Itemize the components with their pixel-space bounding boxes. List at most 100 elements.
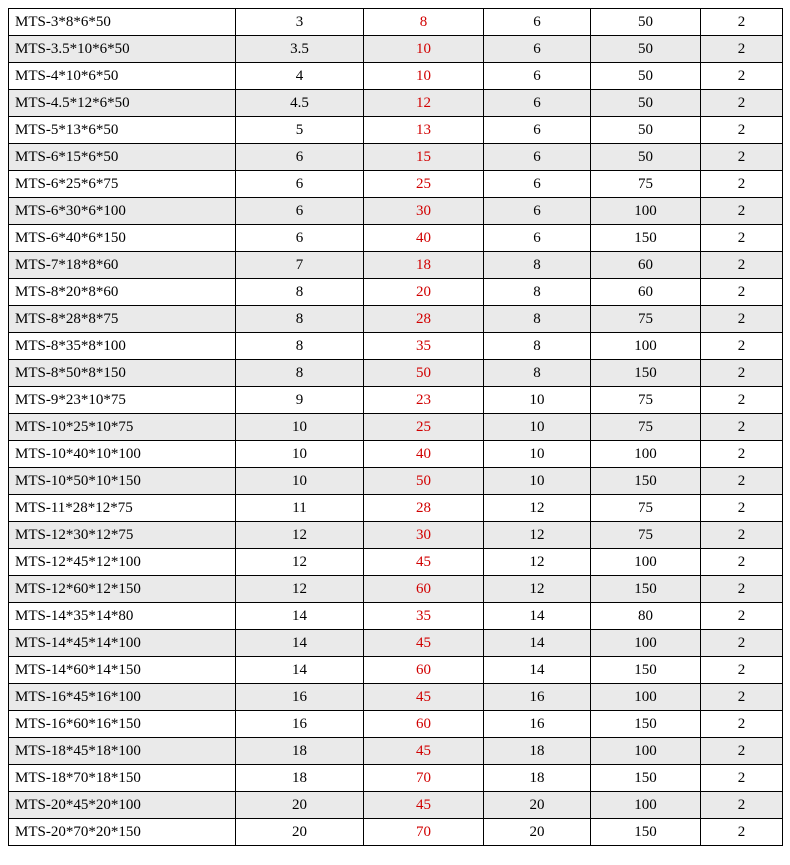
cell-c2: 50 xyxy=(364,468,484,495)
cell-c3: 14 xyxy=(484,657,591,684)
cell-c2: 60 xyxy=(364,711,484,738)
cell-c1: 16 xyxy=(236,684,364,711)
cell-c2: 30 xyxy=(364,198,484,225)
cell-c3: 14 xyxy=(484,603,591,630)
table-row: MTS-6*25*6*756256752 xyxy=(9,171,783,198)
cell-c3: 12 xyxy=(484,495,591,522)
table-row: MTS-14*45*14*1001445141002 xyxy=(9,630,783,657)
cell-model: MTS-10*25*10*75 xyxy=(9,414,236,441)
cell-model: MTS-14*60*14*150 xyxy=(9,657,236,684)
table-row: MTS-3.5*10*6*503.5106502 xyxy=(9,36,783,63)
cell-c1: 11 xyxy=(236,495,364,522)
cell-c2: 50 xyxy=(364,360,484,387)
cell-model: MTS-18*45*18*100 xyxy=(9,738,236,765)
cell-c2: 70 xyxy=(364,819,484,846)
cell-c4: 150 xyxy=(591,468,701,495)
cell-model: MTS-12*30*12*75 xyxy=(9,522,236,549)
cell-model: MTS-14*35*14*80 xyxy=(9,603,236,630)
cell-c1: 8 xyxy=(236,333,364,360)
cell-c4: 100 xyxy=(591,684,701,711)
cell-c4: 75 xyxy=(591,522,701,549)
cell-c3: 10 xyxy=(484,468,591,495)
table-row: MTS-3*8*6*50386502 xyxy=(9,9,783,36)
cell-c1: 10 xyxy=(236,441,364,468)
cell-model: MTS-12*45*12*100 xyxy=(9,549,236,576)
cell-c4: 100 xyxy=(591,738,701,765)
cell-c5: 2 xyxy=(701,36,783,63)
table-row: MTS-14*35*14*80143514802 xyxy=(9,603,783,630)
cell-c5: 2 xyxy=(701,657,783,684)
cell-c3: 6 xyxy=(484,117,591,144)
cell-c2: 35 xyxy=(364,333,484,360)
table-row: MTS-8*28*8*758288752 xyxy=(9,306,783,333)
cell-c5: 2 xyxy=(701,819,783,846)
cell-c2: 45 xyxy=(364,738,484,765)
cell-c3: 6 xyxy=(484,171,591,198)
cell-c4: 75 xyxy=(591,306,701,333)
table-row: MTS-4.5*12*6*504.5126502 xyxy=(9,90,783,117)
cell-c5: 2 xyxy=(701,117,783,144)
table-row: MTS-6*30*6*10063061002 xyxy=(9,198,783,225)
cell-c5: 2 xyxy=(701,171,783,198)
cell-model: MTS-3*8*6*50 xyxy=(9,9,236,36)
table-row: MTS-12*60*12*1501260121502 xyxy=(9,576,783,603)
cell-model: MTS-8*35*8*100 xyxy=(9,333,236,360)
cell-c4: 75 xyxy=(591,414,701,441)
cell-c1: 18 xyxy=(236,765,364,792)
cell-model: MTS-7*18*8*60 xyxy=(9,252,236,279)
cell-c2: 28 xyxy=(364,306,484,333)
cell-c4: 100 xyxy=(591,198,701,225)
table-row: MTS-12*45*12*1001245121002 xyxy=(9,549,783,576)
cell-c5: 2 xyxy=(701,630,783,657)
table-row: MTS-4*10*6*504106502 xyxy=(9,63,783,90)
cell-c1: 5 xyxy=(236,117,364,144)
cell-model: MTS-14*45*14*100 xyxy=(9,630,236,657)
cell-c4: 75 xyxy=(591,495,701,522)
cell-c4: 100 xyxy=(591,333,701,360)
cell-c3: 10 xyxy=(484,414,591,441)
cell-c1: 3 xyxy=(236,9,364,36)
cell-c4: 100 xyxy=(591,792,701,819)
table-row: MTS-18*70*18*1501870181502 xyxy=(9,765,783,792)
cell-c4: 50 xyxy=(591,36,701,63)
cell-c4: 100 xyxy=(591,549,701,576)
cell-c3: 6 xyxy=(484,9,591,36)
cell-c5: 2 xyxy=(701,495,783,522)
table-row: MTS-7*18*8*607188602 xyxy=(9,252,783,279)
cell-c3: 8 xyxy=(484,360,591,387)
cell-c2: 12 xyxy=(364,90,484,117)
cell-c4: 50 xyxy=(591,63,701,90)
table-row: MTS-6*15*6*506156502 xyxy=(9,144,783,171)
cell-c2: 45 xyxy=(364,549,484,576)
cell-c5: 2 xyxy=(701,252,783,279)
table-row: MTS-8*35*8*10083581002 xyxy=(9,333,783,360)
cell-c1: 3.5 xyxy=(236,36,364,63)
cell-model: MTS-10*50*10*150 xyxy=(9,468,236,495)
cell-c1: 12 xyxy=(236,576,364,603)
cell-c2: 23 xyxy=(364,387,484,414)
cell-c3: 6 xyxy=(484,90,591,117)
cell-model: MTS-12*60*12*150 xyxy=(9,576,236,603)
cell-c2: 10 xyxy=(364,63,484,90)
cell-c5: 2 xyxy=(701,738,783,765)
cell-c5: 2 xyxy=(701,603,783,630)
cell-c2: 20 xyxy=(364,279,484,306)
cell-c4: 100 xyxy=(591,630,701,657)
cell-c1: 10 xyxy=(236,468,364,495)
cell-model: MTS-6*25*6*75 xyxy=(9,171,236,198)
cell-c3: 6 xyxy=(484,198,591,225)
cell-c3: 18 xyxy=(484,765,591,792)
cell-c5: 2 xyxy=(701,765,783,792)
cell-c3: 6 xyxy=(484,144,591,171)
cell-c4: 150 xyxy=(591,657,701,684)
cell-c5: 2 xyxy=(701,549,783,576)
cell-c3: 12 xyxy=(484,522,591,549)
cell-c1: 4.5 xyxy=(236,90,364,117)
cell-c5: 2 xyxy=(701,684,783,711)
cell-model: MTS-20*45*20*100 xyxy=(9,792,236,819)
cell-c3: 8 xyxy=(484,333,591,360)
cell-c4: 150 xyxy=(591,360,701,387)
cell-c4: 50 xyxy=(591,117,701,144)
cell-c5: 2 xyxy=(701,333,783,360)
cell-c3: 16 xyxy=(484,684,591,711)
